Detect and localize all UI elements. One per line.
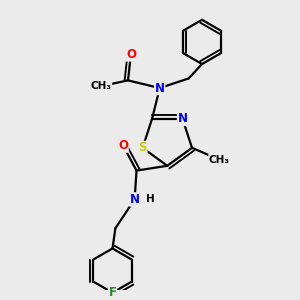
Text: S: S [138, 141, 147, 154]
Text: O: O [126, 48, 136, 61]
Text: F: F [109, 286, 116, 299]
Text: N: N [178, 112, 188, 125]
Text: O: O [118, 139, 128, 152]
Text: CH₃: CH₃ [91, 81, 112, 91]
Text: H: H [146, 194, 155, 204]
Text: N: N [130, 193, 140, 206]
Text: N: N [155, 82, 165, 94]
Text: CH₃: CH₃ [209, 154, 230, 165]
